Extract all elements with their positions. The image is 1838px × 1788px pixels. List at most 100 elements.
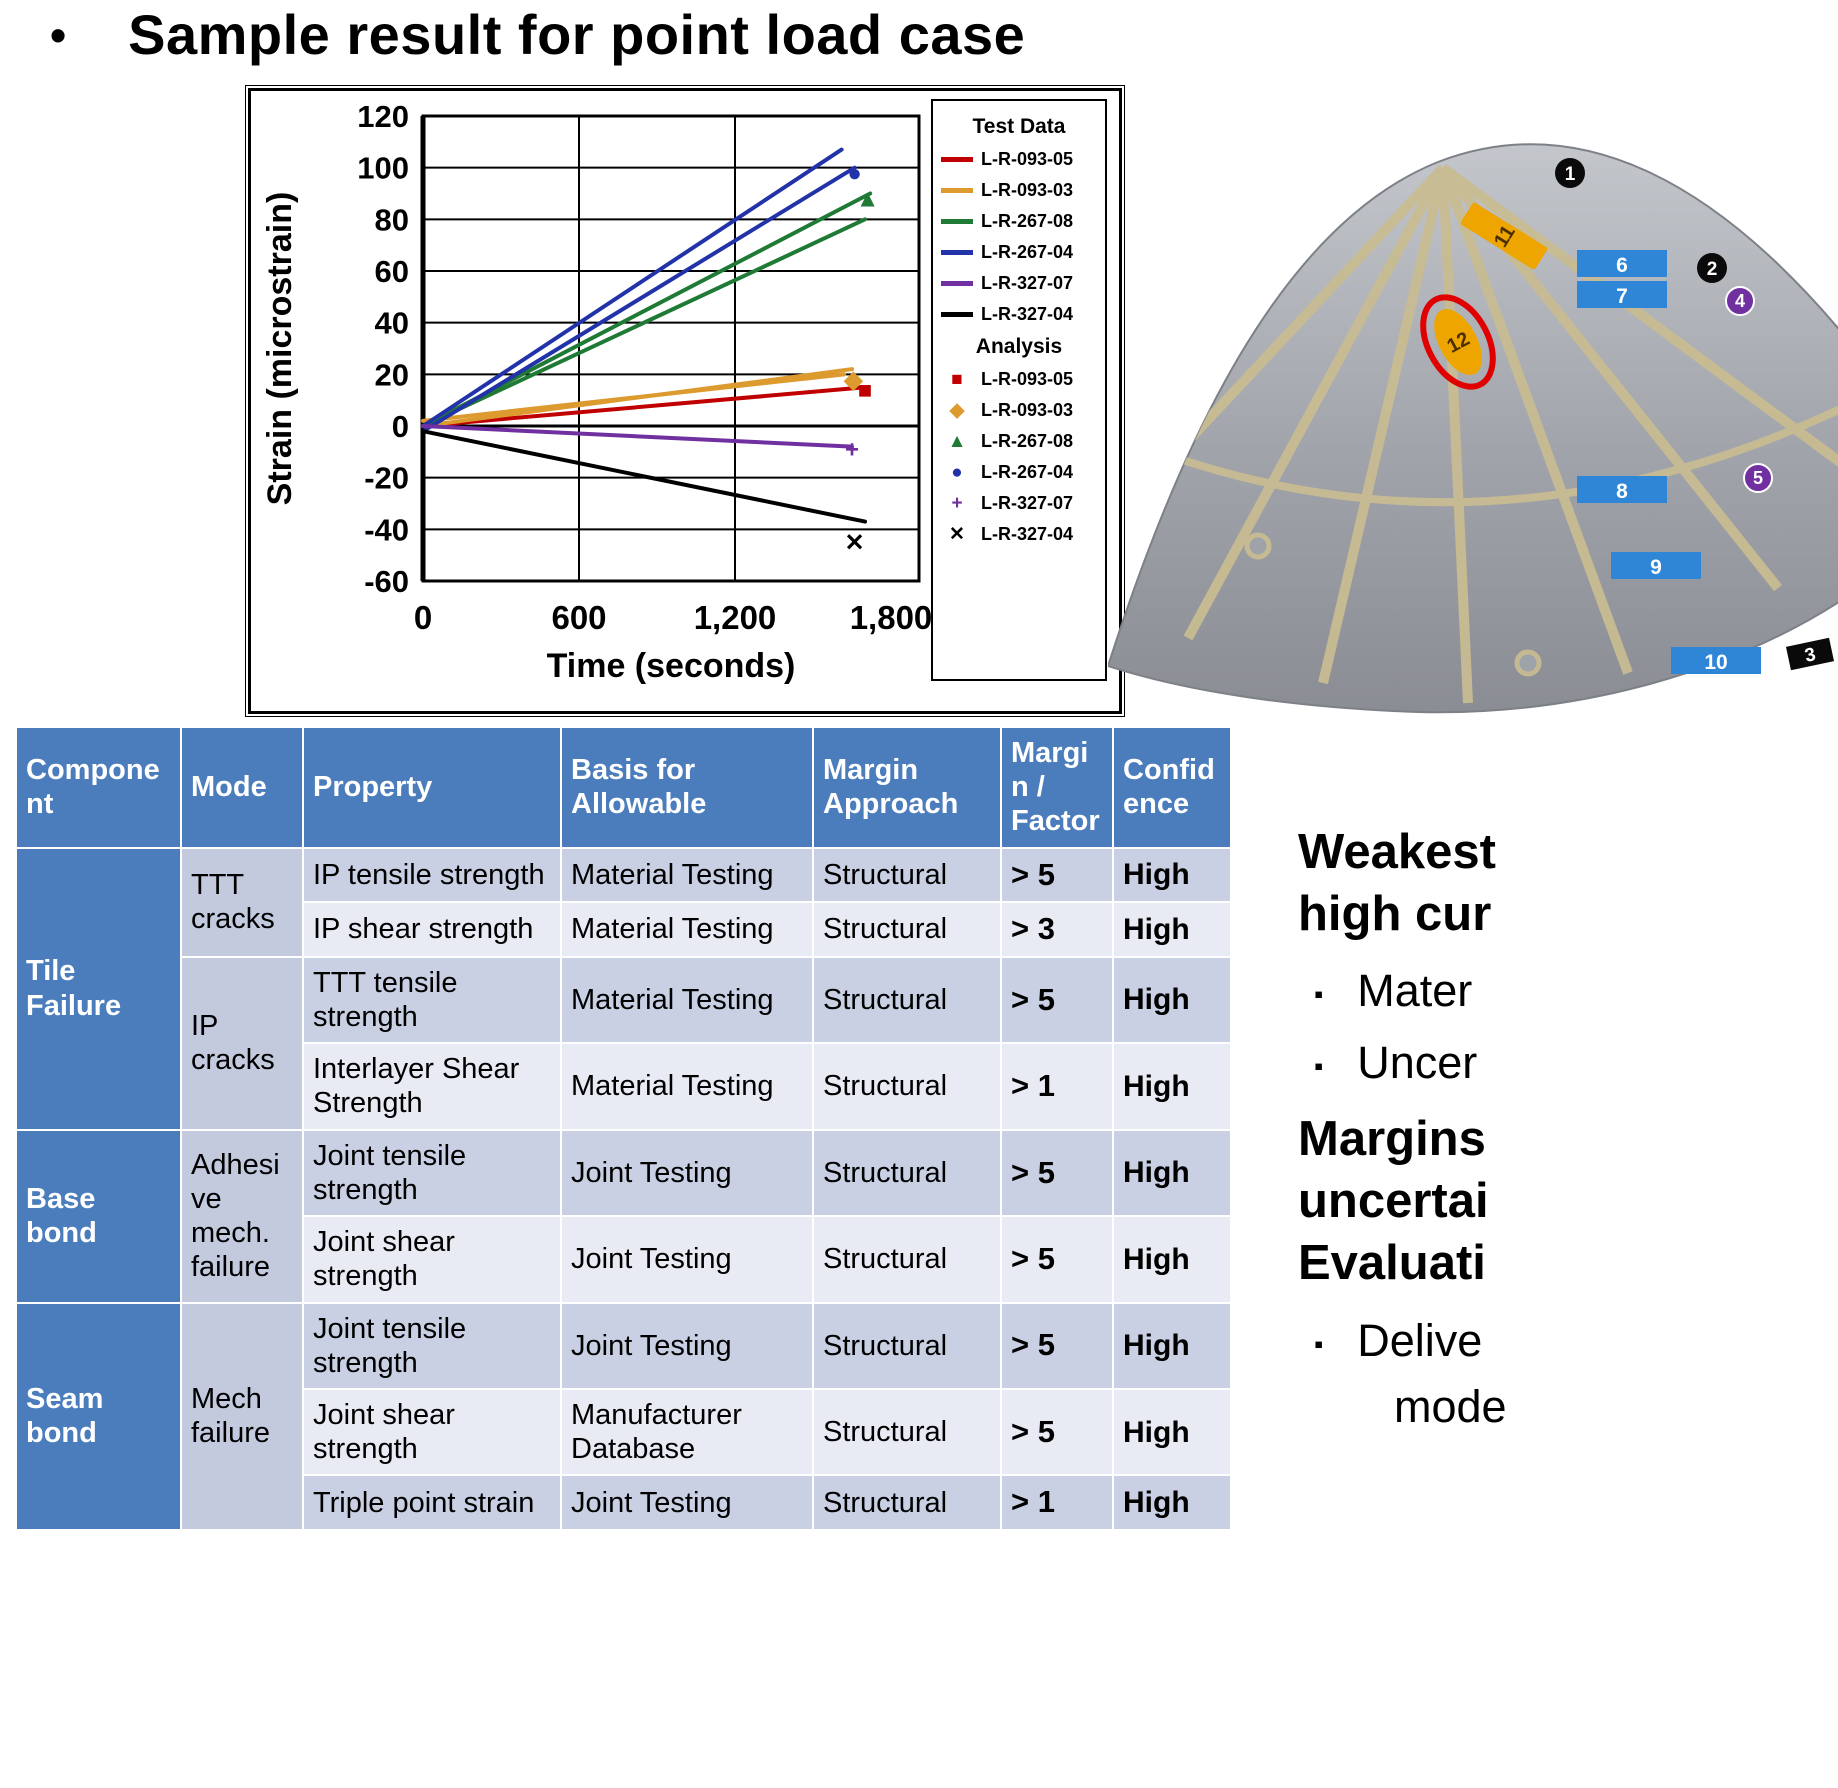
analysis-marker-L-R-093-03: ◆ (843, 367, 863, 394)
results-table: Component Mode Property Basis for Allowable… (15, 726, 1232, 1532)
table-cell: Structural (812, 1215, 1002, 1304)
table-cell: Structural (812, 1474, 1002, 1532)
svg-text:60: 60 (375, 254, 409, 289)
table-cell: Base bond (15, 1128, 182, 1304)
table-cell: Joint Testing (560, 1128, 814, 1218)
note-heading: high cur (1298, 886, 1492, 941)
svg-text:1: 1 (1565, 164, 1576, 185)
legend-item-analysis-L-R-327-07: + L-R-327-07 (941, 493, 1097, 514)
svg-text:6: 6 (1616, 254, 1628, 277)
column-header: Property (302, 726, 562, 849)
svg-text:8: 8 (1616, 480, 1628, 503)
legend-item-L-R-327-07: L-R-327-07 (941, 273, 1097, 294)
y-axis-label: Strain (microstrain) (261, 192, 299, 506)
svg-text:2: 2 (1707, 259, 1718, 280)
series-L-R-267-08 (421, 217, 867, 428)
table-cell: > 5 (1000, 1387, 1114, 1477)
svg-text:5: 5 (1753, 468, 1763, 488)
legend-item-analysis-L-R-327-04: ✕ L-R-327-04 (941, 524, 1097, 545)
legend-title: Analysis (975, 335, 1063, 358)
x-axis-label: Time (seconds) (547, 647, 796, 685)
table-cell: Joint Testing (560, 1215, 814, 1304)
results-table-body: Tile Failure TTT cracks IP tensile strengt… (15, 846, 1232, 1532)
legend-line-swatch (941, 219, 973, 224)
table-cell: Joint Testing (560, 1301, 814, 1391)
series-L-R-327-04 (421, 429, 867, 524)
capsule-marker-1: 1 (1555, 158, 1585, 188)
table-cell: Joint shear strength (302, 1387, 562, 1477)
legend-label: L-R-267-04 (981, 462, 1074, 482)
capsule-graphic: 1 2 3 4 5 6 7 8 9 10 11 12 (1106, 118, 1838, 718)
column-header: Margin / Factor (1000, 726, 1114, 849)
svg-text:120: 120 (357, 99, 409, 134)
table-cell: High (1112, 1128, 1232, 1218)
svg-text:-40: -40 (364, 512, 409, 547)
capsule-marker-7: 7 (1577, 281, 1667, 308)
note-heading: Margins (1298, 1112, 1486, 1167)
table-cell: Material Testing (560, 846, 814, 904)
legend-marker-glyph: ◆ (949, 400, 965, 421)
column-header: Component (15, 726, 182, 849)
table-row: Joint shear strength Manufacturer Databas… (16, 1387, 1232, 1477)
results-table-head: Component Mode Property Basis for Allowable… (15, 726, 1232, 849)
table-cell: > 5 (1000, 955, 1114, 1045)
note-bullet-text: Uncer (1357, 1037, 1478, 1089)
legend-line-swatch (941, 157, 973, 162)
note-bullet-text: Delive (1357, 1314, 1483, 1366)
legend-line-swatch (941, 312, 973, 317)
legend-label: L-R-093-05 (981, 149, 1074, 169)
notes-panel: Weakest high cur ▪ Mater ▪ Uncer Margins uncert… (1298, 822, 1838, 1447)
table-row: IP cracks TTT tensile strength Material Te… (16, 955, 1232, 1131)
table-cell: > 5 (1000, 846, 1114, 904)
table-cell: > 5 (1000, 1215, 1114, 1304)
svg-text:7: 7 (1616, 285, 1628, 308)
legend-line-swatch (941, 188, 973, 193)
table-row: Triple point strain Joint Testing Structur… (16, 1474, 1232, 1532)
table-cell: IP cracks (180, 955, 304, 1131)
note-bullet: ▪ Delive (1314, 1315, 1838, 1367)
legend-marker-glyph: ✕ (949, 524, 965, 545)
table-row: Base bond Adhesive mech. failure Joint ten… (15, 1128, 1232, 1304)
table-cell: IP shear strength (302, 901, 562, 958)
analysis-marker-L-R-327-04: ✕ (845, 529, 865, 556)
svg-text:100: 100 (357, 151, 409, 186)
capsule-marker-6: 6 (1577, 250, 1667, 277)
table-cell: Material Testing (560, 955, 814, 1045)
table-cell: Mech failure (180, 1301, 304, 1532)
table-cell: Structural (812, 901, 1002, 958)
column-header: Margin Approach (812, 726, 1002, 849)
table-cell: Material Testing (560, 1042, 814, 1131)
legend-label: L-R-267-08 (981, 211, 1074, 231)
note-bullet: ▪ Uncer (1314, 1037, 1838, 1089)
header-row: Component Mode Property Basis for Allowable… (15, 726, 1232, 849)
legend-marker-glyph: ● (951, 462, 963, 483)
legend-item-L-R-327-04: L-R-327-04 (941, 304, 1097, 325)
column-header: Basis for Allowable (560, 726, 814, 849)
bullet-icon: • (50, 9, 67, 61)
legend-label: L-R-327-07 (981, 493, 1074, 513)
table-cell: Tile Failure (15, 846, 182, 1131)
bullet-square-icon: ▪ (1314, 979, 1324, 1010)
table-cell: Structural (812, 955, 1002, 1045)
series-L-R-093-05 (421, 385, 867, 428)
capsule-marker-12: 12 (1420, 294, 1496, 390)
results-table-wrap: Component Mode Property Basis for Allowable… (15, 726, 1232, 1532)
table-cell: TTT cracks (180, 846, 304, 958)
capsule-marker-10: 10 (1671, 647, 1761, 674)
table-cell: Interlayer Shear Strength (302, 1042, 562, 1131)
table-cell: Joint shear strength (302, 1215, 562, 1304)
table-row: IP shear strength Material Testing Structu… (16, 901, 1232, 958)
legend-marker-glyph: ■ (951, 369, 963, 390)
legend-item-analysis-L-R-267-04: ● L-R-267-04 (941, 462, 1097, 483)
svg-text:-60: -60 (364, 564, 409, 599)
table-row: Tile Failure TTT cracks IP tensile strengt… (15, 846, 1232, 1131)
table-cell: > 3 (1000, 901, 1114, 958)
legend-item-analysis-L-R-093-03: ◆ L-R-093-03 (941, 400, 1097, 421)
svg-text:0: 0 (392, 409, 409, 444)
legend-title: Test Data (972, 115, 1066, 138)
legend-label: L-R-093-03 (981, 400, 1074, 420)
table-cell: > 1 (1000, 1474, 1114, 1532)
table-cell: Adhesive mech. failure (180, 1128, 304, 1304)
